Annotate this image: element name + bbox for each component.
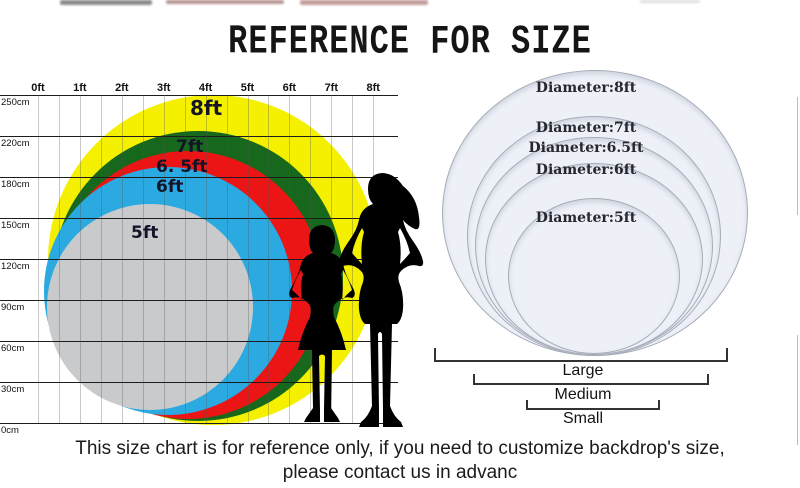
cropped-image-edge-artifact xyxy=(797,335,798,445)
x-axis-label: 0ft xyxy=(31,82,45,94)
y-axis-label: 0cm xyxy=(1,425,19,436)
page-title: REFERENCE FOR SIZE xyxy=(228,18,592,66)
diameter-circle-5ft xyxy=(508,198,680,354)
x-axis-label: 6ft xyxy=(282,82,297,94)
footer-line-1: This size chart is for reference only, i… xyxy=(75,438,725,459)
x-axis-label: 8ft xyxy=(366,82,380,94)
size-group-label-large: Large xyxy=(562,362,604,379)
y-axis-label: 220cm xyxy=(1,138,30,149)
x-axis-label: 5ft xyxy=(240,82,255,94)
size-circle-5ft xyxy=(47,204,253,410)
diameter-label-8ft: Diameter:8ft xyxy=(535,80,637,96)
circle-label-6ft: 6ft xyxy=(156,177,184,197)
x-axis-label: 2ft xyxy=(115,82,129,94)
y-axis-label: 150cm xyxy=(1,220,30,231)
cropped-text-artifact xyxy=(640,0,700,3)
x-axis-label: 4ft xyxy=(198,82,213,94)
footer-line-2: please contact us in advanc xyxy=(282,462,518,483)
diameter-label-6-5ft: Diameter:6.5ft xyxy=(528,140,644,156)
y-axis-label: 30cm xyxy=(1,384,25,395)
gridline-vertical xyxy=(38,95,39,423)
size-comparison-chart: 250cm 220cm 180cm 150cm 120cm 90cm 60cm 30cm 0cm… xyxy=(0,82,424,436)
cropped-text-artifact xyxy=(60,0,152,5)
footer-note: This size chart is for reference only, i… xyxy=(0,437,800,485)
x-axis-label: 3ft xyxy=(156,82,171,94)
x-axis-label: 1ft xyxy=(73,82,87,94)
cropped-image-edge-artifact xyxy=(797,97,798,215)
diameter-label-6ft: Diameter:6ft xyxy=(535,162,637,178)
diameter-circles-chart: Diameter:8ft Diameter:7ft Diameter:6.5ft… xyxy=(420,40,800,440)
people-silhouettes xyxy=(289,173,424,427)
circle-label-6-5ft: 6. 5ft xyxy=(156,157,208,177)
bracket-large xyxy=(434,348,728,362)
circle-label-5ft: 5ft xyxy=(131,223,159,243)
size-group-label-medium: Medium xyxy=(554,386,612,403)
y-axis-label: 120cm xyxy=(1,261,30,272)
woman-silhouette xyxy=(338,173,424,427)
cropped-text-artifact xyxy=(300,0,428,5)
y-axis-label: 60cm xyxy=(1,343,25,354)
y-axis-label: 250cm xyxy=(1,97,30,108)
size-group-label-small: Small xyxy=(562,410,603,427)
y-axis-label: 180cm xyxy=(1,179,30,190)
circle-label-7ft: 7ft xyxy=(176,137,204,157)
bracket-medium xyxy=(473,374,709,385)
x-axis-label: 7ft xyxy=(324,82,339,94)
diameter-label-7ft: Diameter:7ft xyxy=(535,120,637,136)
diameter-label-5ft: Diameter:5ft xyxy=(535,210,637,226)
circle-label-8ft: 8ft xyxy=(190,96,223,120)
bracket-small xyxy=(526,400,660,410)
cropped-text-artifact xyxy=(166,0,284,4)
y-axis-label: 90cm xyxy=(1,302,25,313)
child-silhouette xyxy=(289,225,355,422)
